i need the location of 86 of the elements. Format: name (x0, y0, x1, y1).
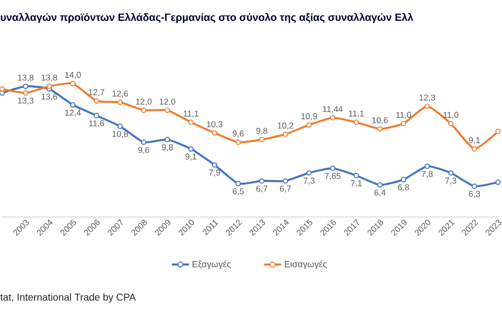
data-label: 7,9 (209, 170, 220, 177)
legend-label: Εξαγωγές (192, 260, 231, 270)
point (354, 172, 359, 178)
point (94, 98, 100, 104)
data-label: 11,0 (396, 112, 412, 119)
point (236, 140, 241, 145)
data-label: 9,6 (138, 146, 150, 154)
data-label: 7,1 (350, 180, 362, 188)
text: tat, International Trade by CPA (0, 293, 136, 303)
data-label: 11,6 (89, 120, 104, 128)
point (282, 132, 288, 137)
point (424, 104, 430, 109)
data-label: 13,8 (42, 74, 58, 82)
point (354, 120, 359, 125)
data-label: 12,4 (65, 110, 81, 117)
data-label: 6,4 (374, 190, 386, 197)
legend-label: Εισαγωγές (284, 260, 327, 270)
data-label: 6,7 (256, 186, 268, 193)
data-label: 10,8 (112, 130, 128, 138)
point (330, 115, 336, 120)
data-label: 7,8 (422, 170, 433, 178)
point (282, 178, 288, 184)
point (117, 124, 123, 129)
point (164, 108, 170, 113)
point (117, 100, 123, 105)
point (0, 86, 5, 92)
data-label: 6,8 (398, 184, 410, 192)
point (448, 120, 454, 126)
point (306, 170, 312, 176)
point (141, 140, 146, 145)
data-label: 11,44 (323, 106, 343, 114)
point (400, 176, 406, 182)
point (212, 162, 218, 168)
point (70, 80, 76, 86)
data-label: 12,0 (160, 98, 176, 106)
point (188, 120, 194, 125)
point (259, 136, 265, 142)
data-label: 10,2 (278, 122, 294, 130)
data-label: 10,3 (206, 121, 222, 128)
point (164, 136, 170, 142)
point (472, 146, 478, 152)
data-label: 7,3 (445, 178, 456, 185)
point (448, 170, 454, 176)
point (22, 90, 28, 96)
data-label: 10,6 (372, 117, 388, 124)
data-label: 13,8 (18, 74, 34, 82)
data-label: 12,3 (420, 94, 436, 102)
data-label: 9,8 (162, 144, 173, 152)
point (377, 182, 383, 188)
data-label: 12,6 (112, 90, 128, 98)
data-label: 13,3 (18, 98, 34, 105)
data-label: 11,1 (184, 110, 198, 118)
point (236, 180, 241, 186)
data-label: 10,9 (301, 113, 317, 120)
point (70, 102, 76, 108)
point (495, 180, 501, 185)
data-label: 7,65 (324, 172, 341, 180)
data-label: 9,1 (468, 137, 480, 144)
point (400, 120, 406, 126)
point (472, 184, 478, 189)
data-label: 11,1 (349, 110, 364, 118)
data-label: 9,1 (185, 154, 196, 161)
point (141, 108, 146, 113)
data-label: 12,0 (136, 98, 152, 106)
data-label: 6,3 (468, 190, 480, 198)
point (377, 126, 383, 132)
point (94, 112, 100, 118)
point (424, 164, 430, 169)
data-label: 13,6 (42, 94, 58, 101)
point (188, 146, 194, 152)
data-label: 7,3 (304, 178, 315, 185)
point (212, 130, 218, 136)
point (22, 84, 28, 89)
point (306, 122, 312, 128)
data-label: 9,6 (232, 130, 244, 138)
data-label: 12,7 (88, 89, 104, 96)
data-label: 14,0 (65, 72, 81, 79)
point (330, 166, 336, 171)
chart-title: υναλλαγών προϊόντων Ελλάδας-Γερμανίας στο σύνολο της αξίας συναλλαγών Ελλ (0, 12, 414, 24)
point (495, 128, 501, 134)
data-label: 11,0 (443, 112, 458, 119)
data-label: 6,5 (232, 188, 244, 196)
point (46, 84, 52, 89)
data-label: 9,8 (256, 128, 268, 135)
point (259, 178, 265, 184)
data-label: 6,7 (280, 186, 291, 193)
